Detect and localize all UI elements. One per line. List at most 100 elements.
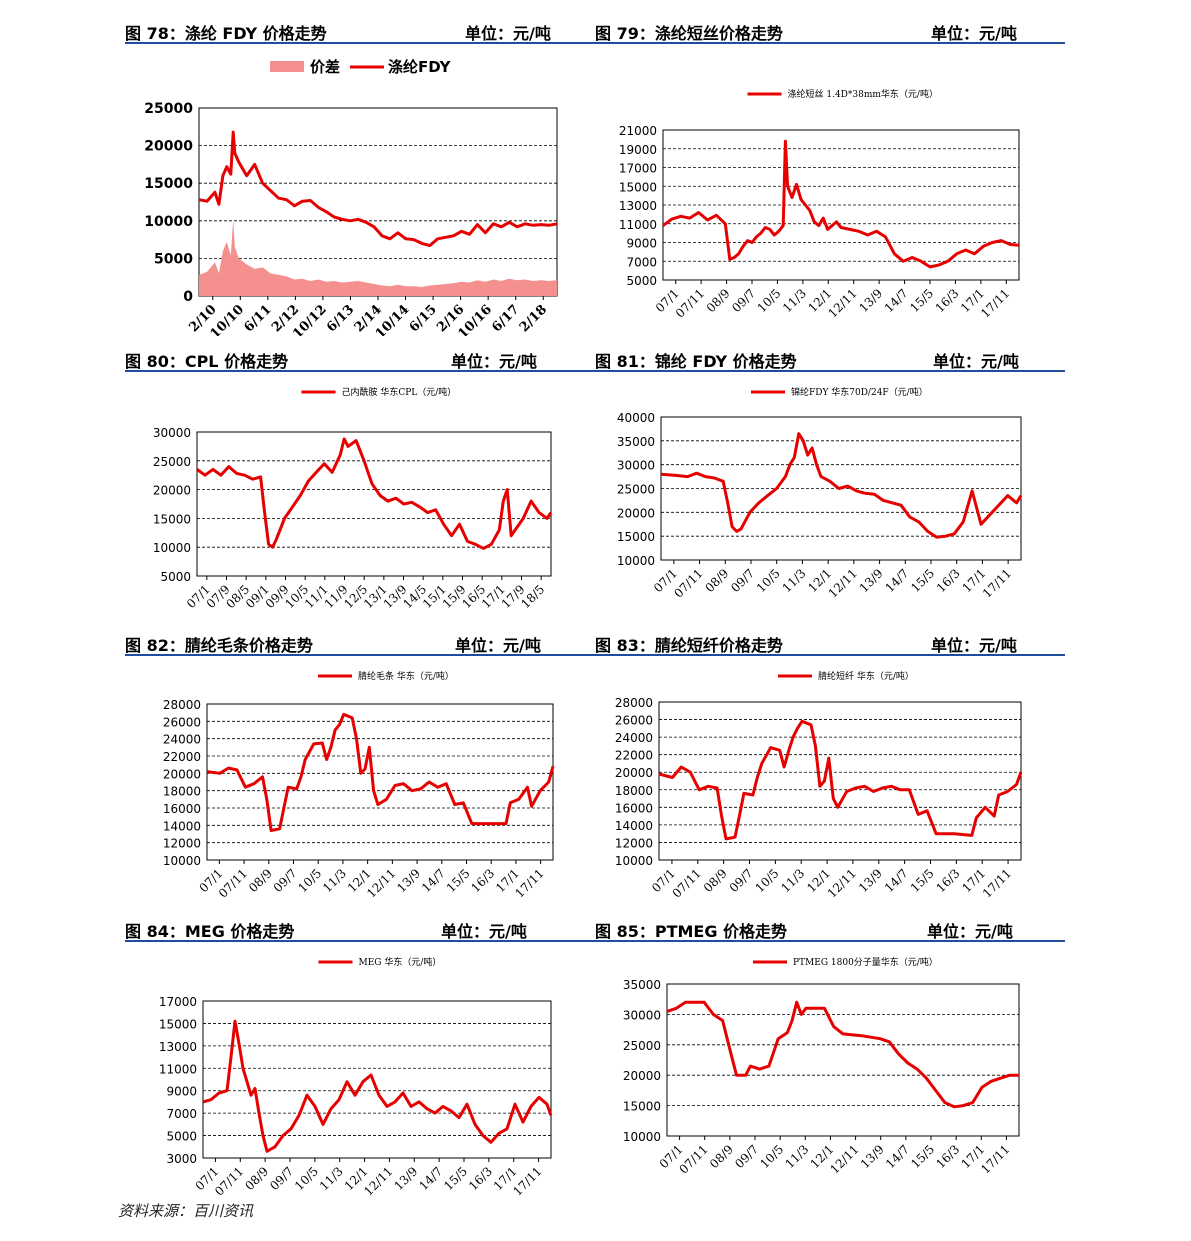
y-tick-label: 20000 <box>623 1069 661 1083</box>
x-tick-label: 17/11 <box>978 1142 1012 1176</box>
series-line <box>198 130 558 248</box>
series-line <box>202 1019 553 1153</box>
y-tick-label: 9000 <box>166 1085 197 1099</box>
y-tick-label: 13000 <box>159 1040 197 1054</box>
x-tick-label: 6/13 <box>324 302 357 335</box>
x-tick-label: 12/11 <box>361 1164 395 1198</box>
y-tick-label: 13000 <box>619 199 657 213</box>
y-tick-label: 10000 <box>163 854 201 868</box>
chart-header: 图 83：腈纶短纤价格走势 单位：元/吨 <box>595 630 1065 656</box>
y-tick-label: 35000 <box>617 435 655 449</box>
chart-canvas: 5000 7000 9000 11000 13000 15000 17000 19000 210… <box>619 88 1020 321</box>
chart-unit: 单位：元/吨 <box>933 352 1019 371</box>
x-tick-label: 07/11 <box>676 1142 710 1176</box>
chart-title: 图 80：CPL 价格走势 <box>125 352 289 371</box>
x-tick-label: 12/11 <box>827 1142 861 1176</box>
x-tick-label: 15/5 <box>441 1164 470 1193</box>
x-tick-label: 07/11 <box>671 566 705 600</box>
chart-canvas: 10000150002000025000300003500007/107/110… <box>623 956 1020 1177</box>
x-tick-label: 09/7 <box>732 1142 761 1171</box>
x-tick-label: 10/5 <box>295 866 324 895</box>
legend-label: 锦纶FDY 华东70D/24F（元/吨） <box>791 386 928 398</box>
x-tick-label: 16/3 <box>934 866 963 895</box>
y-tick-label: 5000 <box>160 570 191 584</box>
y-tick-label: 28000 <box>615 696 653 710</box>
series-line <box>660 432 1023 539</box>
chart-unit: 单位：元/吨 <box>931 24 1017 43</box>
chart-panel: 图 80：CPL 价格走势 单位：元/吨 5000 10000 15000 20000 25… <box>125 346 595 666</box>
x-tick-label: 14/7 <box>882 566 911 595</box>
x-tick-label: 13/9 <box>857 566 886 595</box>
y-tick-label: 15000 <box>619 180 657 194</box>
y-tick-label: 15000 <box>159 1017 197 1031</box>
series-line <box>206 712 555 832</box>
y-tick-label: 5000 <box>626 274 657 288</box>
chart-canvas: 10000 12000 14000 16000 18000 20000 22000 24000… <box>163 670 555 901</box>
x-tick-label: 12/11 <box>826 566 860 600</box>
x-tick-label: 09/7 <box>729 286 758 315</box>
x-tick-label: 11/3 <box>780 286 809 315</box>
x-tick-label: 15/5 <box>908 866 937 895</box>
y-tick-label: 5000 <box>154 251 193 267</box>
legend-label: 腈纶短纤 华东（元/吨） <box>818 670 914 682</box>
x-tick-label: 07/11 <box>670 866 704 900</box>
x-tick-label: 16/3 <box>933 1142 962 1171</box>
y-tick-label: 14000 <box>163 819 201 833</box>
x-tick-label: 14/7 <box>883 1142 912 1171</box>
x-tick-label: 13/9 <box>856 866 885 895</box>
x-tick-label: 08/9 <box>704 286 733 315</box>
chart-header: 图 80：CPL 价格走势 单位：元/吨 <box>125 346 595 372</box>
x-tick-label: 11/3 <box>317 1164 346 1193</box>
x-tick-label: 08/9 <box>246 866 275 895</box>
chart-unit: 单位：元/吨 <box>465 24 551 43</box>
y-tick-label: 9000 <box>626 237 657 251</box>
x-tick-label: 17/11 <box>510 1164 544 1198</box>
x-tick-label: 13/9 <box>394 866 423 895</box>
x-tick-label: 14/7 <box>882 286 911 315</box>
chart-panel: 图 81：锦纶 FDY 价格走势 单位：元/吨 10000 15000 20000 250… <box>595 346 1065 666</box>
chart-title: 图 81：锦纶 FDY 价格走势 <box>595 352 797 371</box>
y-tick-label: 12000 <box>615 836 653 850</box>
y-tick-label: 10000 <box>623 1130 661 1144</box>
x-tick-label: 14/7 <box>882 866 911 895</box>
legend-label: 己内酰胺 华东CPL（元/吨） <box>342 386 457 398</box>
legend-label: 涤纶FDY <box>388 58 452 76</box>
x-tick-label: 17/11 <box>978 286 1012 320</box>
chart-panel: 图 84：MEG 价格走势 单位：元/吨 3000 5000 7000 9000 11000… <box>125 916 595 1236</box>
x-tick-label: 15/5 <box>908 566 937 595</box>
series-line <box>662 139 1020 269</box>
legend-label: PTMEG 1800分子量华东（元/吨） <box>793 956 938 968</box>
x-tick-label: 17/11 <box>980 866 1014 900</box>
chart-unit: 单位：元/吨 <box>927 922 1013 941</box>
y-tick-label: 10000 <box>153 541 191 555</box>
y-tick-label: 17000 <box>159 995 197 1009</box>
x-tick-label: 07/11 <box>673 286 707 320</box>
legend-label: MEG 华东（元/吨） <box>359 956 442 968</box>
y-tick-label: 3000 <box>166 1152 197 1166</box>
legend-swatch-area <box>270 61 304 72</box>
chart-unit: 单位：元/吨 <box>931 636 1017 655</box>
x-tick-label: 09/7 <box>267 1164 296 1193</box>
y-tick-label: 40000 <box>617 411 655 425</box>
y-tick-label: 20000 <box>144 139 193 155</box>
chart-panel: 图 79：涤纶短丝价格走势 单位：元/吨 5000 7000 9000 11000 1300… <box>595 18 1065 338</box>
y-tick-label: 15000 <box>623 1100 661 1114</box>
y-tick-label: 16000 <box>615 801 653 815</box>
x-tick-label: 17/11 <box>980 566 1014 600</box>
chart-title: 图 85：PTMEG 价格走势 <box>595 922 788 941</box>
x-tick-label: 10/5 <box>754 566 783 595</box>
y-tick-label: 15000 <box>153 512 191 526</box>
x-tick-label: 10/5 <box>292 1164 321 1193</box>
y-tick-label: 15000 <box>144 176 193 192</box>
y-tick-label: 26000 <box>163 715 201 729</box>
x-tick-label: 11/3 <box>782 1142 811 1171</box>
x-tick-label: 14/7 <box>416 1164 445 1193</box>
x-tick-label: 10/5 <box>757 1142 786 1171</box>
plot-frame <box>666 983 1020 1137</box>
series-line <box>196 437 553 550</box>
x-tick-label: 6/17 <box>489 302 522 335</box>
series-area <box>199 219 557 296</box>
plot-frame <box>660 416 1022 561</box>
chart-header: 图 85：PTMEG 价格走势 单位：元/吨 <box>595 916 1065 942</box>
y-tick-label: 11000 <box>159 1062 197 1076</box>
